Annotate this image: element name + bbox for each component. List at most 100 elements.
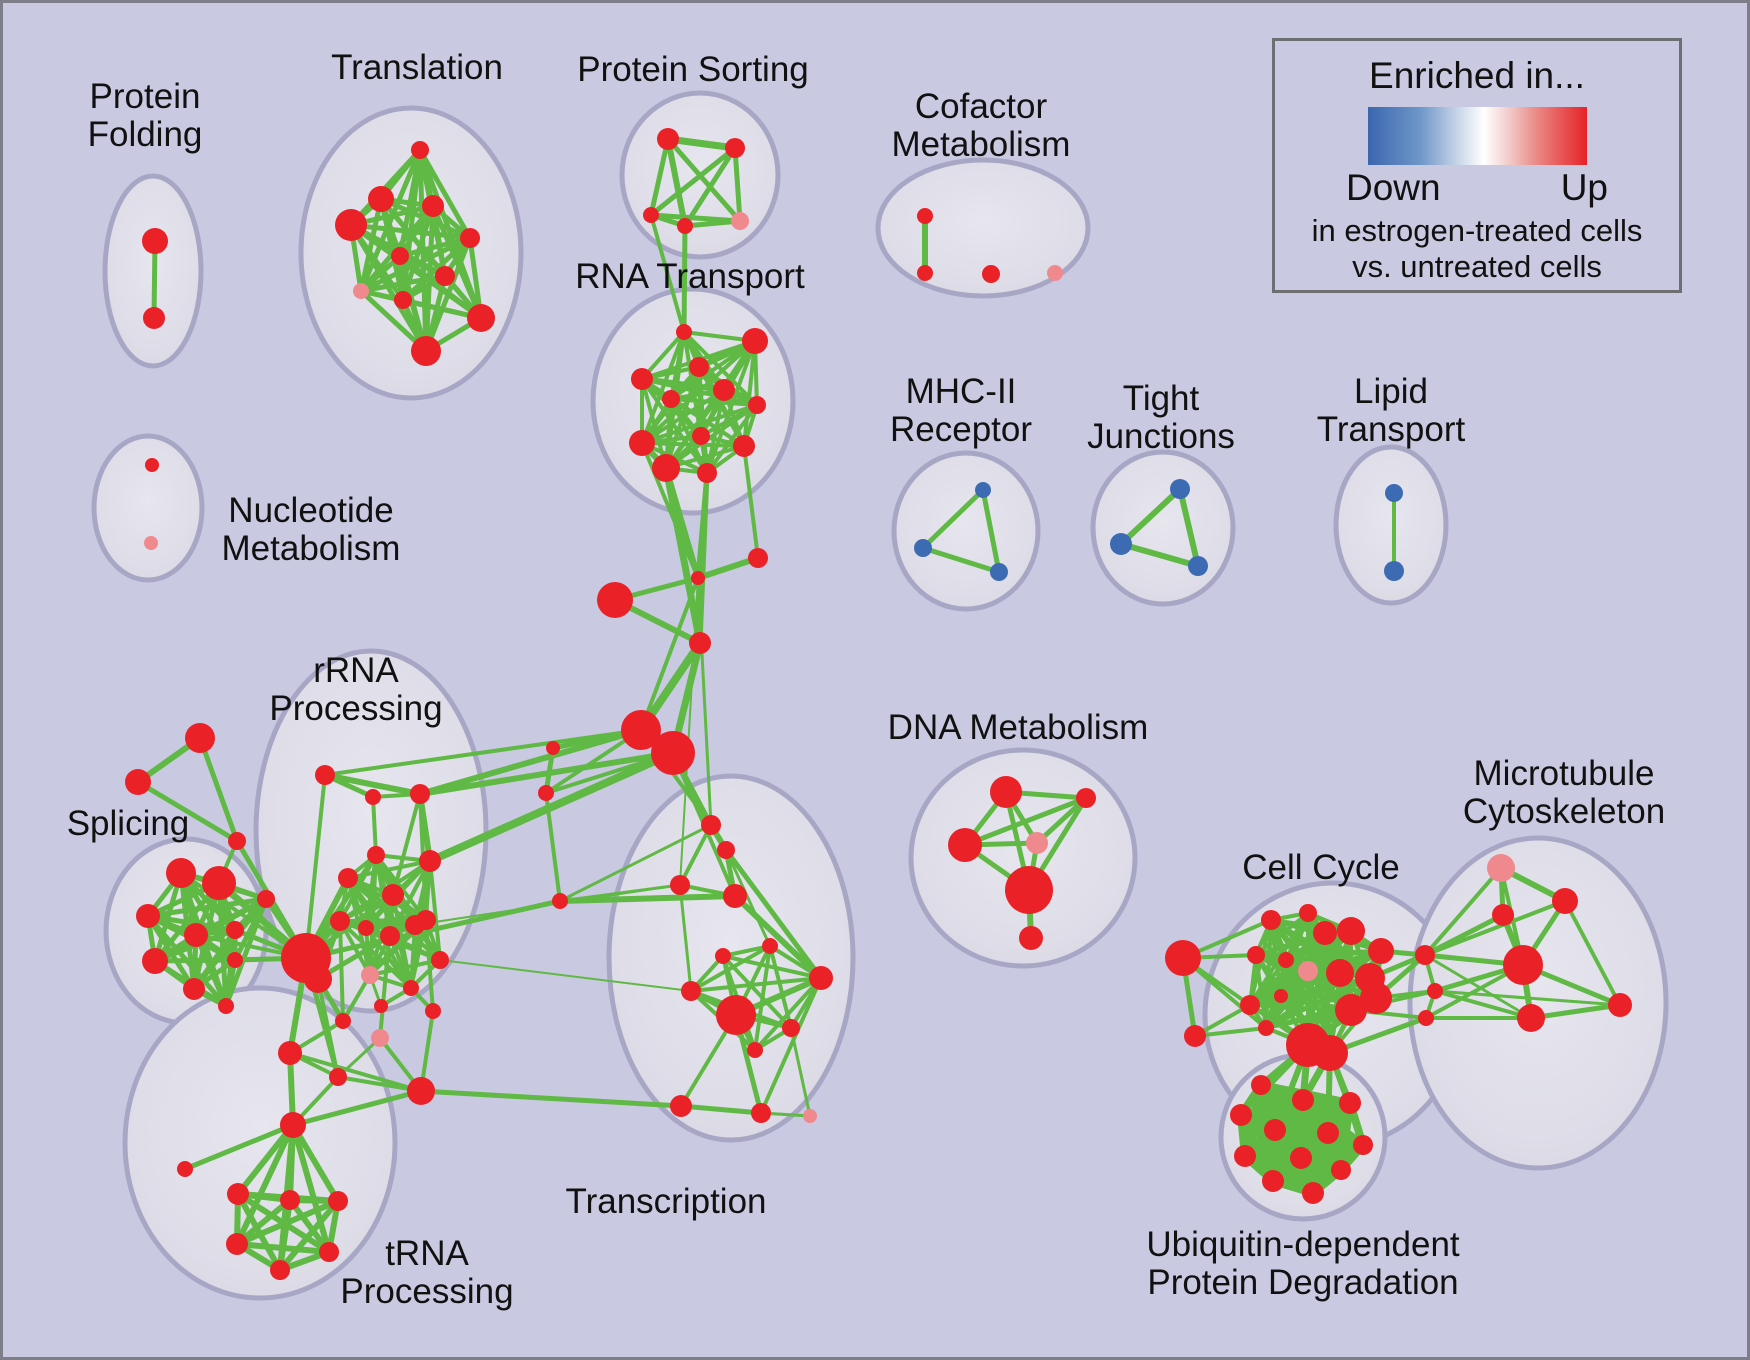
network-node[interactable] [631,368,653,390]
network-node[interactable] [742,328,768,354]
network-node[interactable] [1302,1182,1324,1204]
network-node[interactable] [143,307,165,329]
network-node[interactable] [145,458,159,472]
network-node[interactable] [125,769,151,795]
network-node[interactable] [1258,1020,1274,1036]
network-node[interactable] [368,186,394,212]
network-node[interactable] [403,980,419,996]
network-node[interactable] [681,981,701,1001]
network-node[interactable] [177,1161,193,1177]
network-node[interactable] [1274,989,1288,1003]
network-node[interactable] [270,1260,290,1280]
network-node[interactable] [410,784,430,804]
network-node[interactable] [1165,940,1201,976]
network-node[interactable] [1262,1170,1284,1192]
network-node[interactable] [715,948,731,964]
network-node[interactable] [751,1103,771,1123]
network-node[interactable] [1368,938,1394,964]
network-node[interactable] [166,858,196,888]
network-node[interactable] [280,1112,306,1138]
network-node[interactable] [1360,982,1392,1014]
network-node[interactable] [948,828,982,862]
network-node[interactable] [319,1242,339,1262]
network-node[interactable] [335,209,367,241]
network-node[interactable] [1337,917,1365,945]
network-node[interactable] [747,1042,763,1058]
network-canvas[interactable]: Protein Folding Translation Protein Sorting… [3,3,1750,1360]
network-node[interactable] [1313,921,1337,945]
network-node[interactable] [629,430,655,456]
network-node[interactable] [394,291,412,309]
network-node[interactable] [382,884,404,906]
network-node[interactable] [538,785,554,801]
network-node[interactable] [689,632,711,654]
network-node[interactable] [677,218,693,234]
network-node[interactable] [1335,994,1367,1026]
network-node[interactable] [315,765,335,785]
network-node[interactable] [1240,995,1260,1015]
network-node[interactable] [227,1183,249,1205]
network-node[interactable] [1384,561,1404,581]
network-node[interactable] [1517,1004,1545,1032]
network-node[interactable] [733,435,755,457]
network-node[interactable] [358,920,374,936]
network-node[interactable] [1247,946,1265,964]
network-node[interactable] [1339,1092,1361,1114]
network-node[interactable] [651,731,695,775]
network-node[interactable] [422,195,444,217]
network-node[interactable] [1047,265,1063,281]
network-node[interactable] [803,1109,817,1123]
network-node[interactable] [371,1029,389,1047]
network-node[interactable] [1312,1035,1348,1071]
network-node[interactable] [460,228,480,248]
network-node[interactable] [762,938,778,954]
network-node[interactable] [353,283,369,299]
network-node[interactable] [330,911,350,931]
network-node[interactable] [1019,926,1043,950]
network-node[interactable] [338,868,358,888]
network-node[interactable] [1487,854,1515,882]
network-node[interactable] [782,1019,800,1037]
network-node[interactable] [1170,479,1190,499]
network-node[interactable] [407,1077,435,1105]
network-node[interactable] [185,723,215,753]
network-node[interactable] [1234,1145,1256,1167]
network-node[interactable] [228,832,246,850]
network-node[interactable] [1290,1147,1312,1169]
network-node[interactable] [914,539,932,557]
network-node[interactable] [467,304,495,332]
network-node[interactable] [367,846,385,864]
network-node[interactable] [144,536,158,550]
network-node[interactable] [391,247,409,265]
network-node[interactable] [717,841,735,859]
network-node[interactable] [1326,959,1354,987]
network-node[interactable] [1184,1025,1206,1047]
network-node[interactable] [374,999,388,1013]
network-node[interactable] [1230,1104,1252,1126]
network-node[interactable] [1005,866,1053,914]
network-node[interactable] [1552,888,1578,914]
network-node[interactable] [1026,832,1048,854]
network-node[interactable] [1299,904,1317,922]
network-node[interactable] [701,815,721,835]
network-node[interactable] [975,482,991,498]
network-node[interactable] [1110,533,1132,555]
network-node[interactable] [657,128,679,150]
network-node[interactable] [748,548,768,568]
network-node[interactable] [670,875,690,895]
network-node[interactable] [1298,961,1318,981]
network-node[interactable] [1427,983,1443,999]
network-node[interactable] [380,926,400,946]
network-node[interactable] [917,265,933,281]
network-node[interactable] [1317,1122,1339,1144]
network-node[interactable] [329,1068,347,1086]
network-node[interactable] [990,776,1022,808]
network-node[interactable] [1385,484,1403,502]
network-node[interactable] [1292,1089,1314,1111]
network-node[interactable] [431,951,449,969]
network-node[interactable] [670,1095,692,1117]
network-node[interactable] [278,1041,302,1065]
network-node[interactable] [419,850,441,872]
network-node[interactable] [280,1190,300,1210]
network-node[interactable] [546,741,560,755]
